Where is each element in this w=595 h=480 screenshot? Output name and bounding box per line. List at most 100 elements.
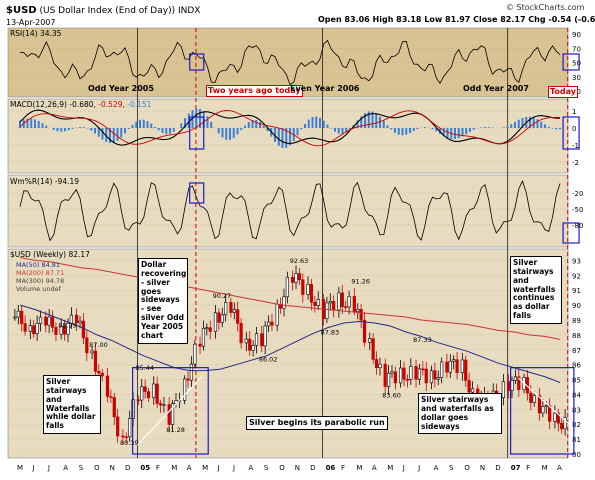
x-tick-label: S	[264, 464, 269, 472]
candle-body	[386, 372, 391, 387]
price-tick-label: 88	[572, 332, 581, 340]
candle-body	[152, 383, 156, 399]
x-tick-label: F	[341, 464, 345, 472]
macd-histogram-bar	[19, 120, 21, 128]
macd-histogram-bar	[521, 117, 524, 128]
candle-body	[220, 314, 224, 323]
candle-body	[359, 309, 363, 321]
macd-histogram-bar	[506, 125, 509, 128]
candle-body	[208, 327, 212, 332]
candle-body	[66, 323, 70, 335]
macd-histogram-bar	[172, 128, 175, 132]
candle-body	[328, 301, 332, 304]
macd-histogram-bar	[259, 122, 261, 128]
candle-body	[433, 370, 437, 380]
macd-histogram-bar	[94, 128, 96, 134]
macd-histogram-bar	[37, 120, 40, 128]
candle-body	[563, 416, 567, 430]
candle-body	[560, 422, 564, 430]
macd-histogram-bar	[285, 128, 288, 148]
x-tick-label: M	[17, 464, 23, 472]
macd-histogram-bar	[210, 121, 213, 128]
x-tick-label: J	[31, 464, 34, 472]
macd-histogram-bar	[465, 128, 468, 135]
macd-histogram-bar	[154, 126, 156, 128]
rsi-tick-label: 50	[572, 60, 581, 68]
x-tick-label: M	[387, 464, 393, 472]
candle-body	[347, 296, 351, 308]
macd-histogram-bar	[112, 128, 115, 143]
price-point-label: 80.39	[120, 439, 139, 447]
symbol: $USD	[6, 5, 37, 16]
macd-histogram-bar	[300, 128, 303, 130]
box-2007-price	[510, 367, 575, 455]
macd-histogram-bar	[217, 128, 220, 134]
macd-histogram-bar	[139, 119, 141, 128]
candle-body	[297, 273, 302, 280]
price-label: $USD (Weekly) 82.17	[10, 250, 90, 259]
candle-body	[54, 327, 58, 335]
price-tick-label: 90	[572, 302, 581, 310]
macd-line	[19, 109, 560, 146]
legend-ma300: MA(300) 94.78	[16, 277, 65, 285]
macd-histogram-bar	[274, 128, 276, 142]
macd-histogram-bar	[124, 128, 126, 134]
price-point-label: 90.27	[213, 292, 232, 300]
ma50-line	[19, 304, 561, 383]
macd-histogram-bar	[289, 128, 291, 146]
rsi-label: RSI(14) 34.35	[10, 29, 62, 38]
candle-body	[470, 388, 475, 393]
macd-histogram-bar	[247, 122, 250, 128]
macd-histogram-bar	[514, 121, 516, 128]
candle-body	[393, 371, 397, 384]
macd-histogram-bar	[390, 128, 393, 130]
candle-body	[13, 316, 17, 319]
legend-ma200: MA(200) 87.71	[16, 269, 65, 277]
candle-body	[421, 368, 425, 371]
willr-tick-label: -20	[572, 190, 583, 198]
macd-panel	[7, 98, 569, 174]
candle-body	[201, 328, 206, 347]
macd-histogram-bar	[304, 123, 306, 128]
macd-histogram-bar	[442, 128, 445, 137]
x-tick-label: A	[248, 464, 253, 472]
macd-histogram-bar	[146, 121, 149, 128]
macd-histogram-bar	[232, 128, 235, 138]
candle-body	[378, 363, 382, 368]
candle-body	[254, 333, 259, 346]
macd-histogram-bar	[187, 113, 190, 128]
candle-body	[306, 284, 310, 295]
macd-histogram-bar	[555, 128, 558, 130]
x-tick-label: D	[495, 464, 500, 472]
candle-body	[28, 325, 32, 332]
candle-body	[263, 325, 267, 347]
x-tick-label: J	[232, 464, 235, 472]
candle-body	[232, 309, 236, 313]
candle-body	[266, 321, 271, 327]
box-two-years-ago-ind	[189, 53, 205, 71]
trendline-up	[136, 376, 203, 446]
candle-body	[116, 416, 120, 437]
candle-body	[260, 333, 264, 347]
candle-body	[529, 392, 533, 403]
macd-histogram-bar	[101, 128, 104, 140]
macd-histogram-bar	[225, 128, 228, 140]
rsi-tick-label: 70	[572, 45, 581, 53]
macd-histogram-bar	[375, 113, 378, 128]
candle-body	[452, 359, 456, 362]
candle-body	[16, 310, 20, 318]
macd-histogram-bar	[184, 118, 186, 128]
candle-body	[112, 397, 116, 418]
legend-volume: Volume undef	[16, 285, 61, 293]
candle-body	[162, 404, 166, 406]
macd-histogram-bar	[56, 128, 59, 132]
candle-body	[467, 380, 471, 393]
callout-dollar-recovering: Dollar recovering - silver goes sideways…	[138, 258, 188, 344]
macd-histogram-bar	[367, 111, 370, 128]
macd-histogram-bar	[97, 128, 100, 137]
macd-histogram-bar	[386, 125, 389, 128]
macd-histogram-bar	[135, 121, 138, 128]
label-odd-year-2005: Odd Year 2005	[88, 84, 154, 93]
macd-histogram-bar	[307, 119, 310, 128]
callout-stairways-1: Silver stairways and Waterfalls while do…	[43, 375, 101, 435]
